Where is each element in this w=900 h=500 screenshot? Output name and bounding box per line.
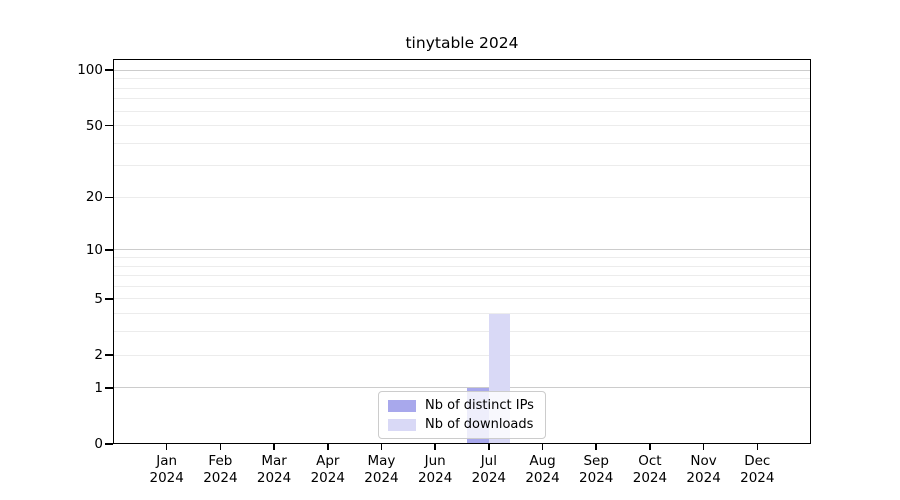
y-tick-label: 1 [94,379,103,396]
x-tick-year: 2024 [310,469,345,486]
minor-gridline [113,285,811,287]
x-tick-label-nov: Nov 2024 [672,453,736,486]
minor-gridline [113,196,811,198]
y-tick-mark [105,69,113,71]
minor-gridline [113,298,811,300]
y-tick-label: 0 [94,436,103,452]
x-tick-label-aug: Aug 2024 [511,453,575,486]
x-tick-mark [702,444,705,450]
x-tick-year: 2024 [525,469,560,486]
x-tick-label-may: May 2024 [349,453,413,486]
x-tick-mark [488,444,490,450]
x-tick-year: 2024 [417,469,453,486]
y-tick-label: 2 [94,347,103,364]
plot-area: 0 1 2 5 10 20 50 100 Jan 2024 Feb 2024 Mar 2024 Apr 202… [77,59,811,486]
x-tick-month: Mar [261,453,287,469]
x-tick-year: 2024 [256,469,292,486]
x-tick-year: 2024 [203,469,238,486]
x-tick-month: Feb [208,453,233,469]
x-tick-year: 2024 [740,469,775,486]
minor-gridline [113,165,811,167]
x-tick-month: Jun [424,453,446,469]
y-tick-label: 20 [85,189,103,206]
x-tick-label-apr: Apr 2024 [296,453,360,486]
x-tick-mark [219,444,222,450]
minor-gridline [113,265,811,267]
y-tick-mark [105,387,113,389]
x-tick-mark [434,444,436,450]
x-tick-mark [756,444,759,450]
x-tick-month: May [367,453,396,469]
grid-layer [113,59,811,444]
x-tick-month: Jul [480,453,497,469]
x-tick-year: 2024 [364,469,399,486]
y-tick-mark [105,298,113,300]
x-tick-mark [595,444,597,450]
chart-title: tinytable 2024 [405,34,519,52]
y-tick-mark [105,196,113,199]
x-tick-mark [165,444,168,450]
y-tick-label: 50 [85,117,103,134]
x-tick-label-feb: Feb 2024 [188,453,252,486]
x-tick-year: 2024 [471,469,507,486]
legend: Nb of distinct IPs Nb of downloads [378,391,546,439]
x-tick-month: Oct [638,453,662,469]
x-tick-month: Dec [744,453,771,469]
y-tick-mark [105,124,113,127]
x-tick-label-sep: Sep 2024 [564,453,628,486]
legend-swatch-distinct-ips [388,399,416,412]
x-tick-month: Nov [690,453,717,469]
major-gridline [113,387,811,389]
x-tick-label-jan: Jan 2024 [135,453,199,486]
y-tick-mark [105,249,113,251]
y-tick-label: 10 [85,241,103,258]
x-tick-label-dec: Dec 2024 [725,453,789,486]
x-tick-mark [380,444,383,450]
minor-gridline [113,78,811,80]
x-tick-mark [541,444,544,450]
x-tick-mark [327,444,329,450]
x-tick-year: 2024 [149,469,184,486]
minor-gridline [113,331,811,333]
minor-gridline [113,98,811,100]
legend-item-distinct-ips: Nb of distinct IPs [388,398,534,413]
x-tick-label-oct: Oct 2024 [618,453,682,486]
minor-gridline [113,125,811,127]
x-tick-month: Aug [529,453,556,469]
y-tick-mark [105,354,113,356]
x-tick-year: 2024 [632,469,668,486]
x-tick-mark [273,444,275,450]
major-gridline [113,249,811,251]
y-tick-mark [105,443,113,445]
x-tick-month: Apr [316,453,340,469]
legend-swatch-downloads [388,418,416,431]
x-tick-label-jul: Jul 2024 [457,453,521,486]
x-tick-label-jun: Jun 2024 [403,453,467,486]
y-tick-label: 100 [77,62,103,79]
minor-gridline [113,87,811,89]
minor-gridline [113,110,811,112]
x-tick-year: 2024 [686,469,721,486]
legend-item-downloads: Nb of downloads [388,417,534,432]
minor-gridline [113,275,811,277]
x-tick-month: Sep [583,453,609,469]
x-tick-mark [649,444,651,450]
legend-label-downloads: Nb of downloads [425,417,534,432]
x-tick-month: Jan [156,453,178,469]
legend-label-distinct-ips: Nb of distinct IPs [425,398,534,413]
y-tick-label: 5 [94,290,103,307]
minor-gridline [113,257,811,258]
minor-gridline [113,313,811,315]
ticks-layer: 0 1 2 5 10 20 50 100 Jan 2024 Feb 2024 Mar 2024 Apr 202… [77,59,811,485]
minor-gridline [113,354,811,356]
x-tick-label-mar: Mar 2024 [242,453,306,486]
minor-gridline [113,142,811,144]
major-gridline [113,69,811,71]
x-tick-year: 2024 [579,469,614,486]
